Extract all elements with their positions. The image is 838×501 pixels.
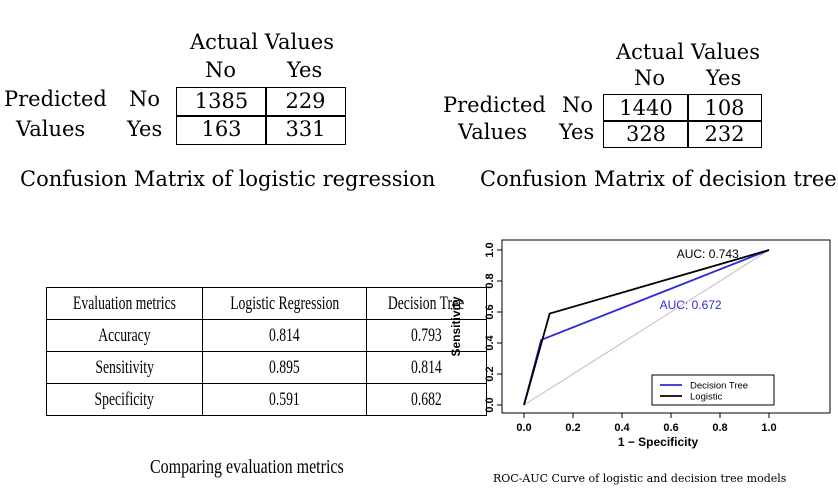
- x-tick-label: 1.0: [761, 422, 776, 434]
- cell-fp: 328: [603, 120, 689, 148]
- col-no-label: No: [634, 66, 666, 90]
- reference-diagonal-line: [523, 249, 770, 406]
- caption-confusion-logistic: Confusion Matrix of logistic regression: [20, 167, 436, 191]
- roc-series-line: [523, 249, 770, 406]
- values-label: Values: [458, 120, 528, 144]
- cell-fp: 163: [176, 115, 267, 145]
- value-cell: 0.814: [201, 319, 368, 352]
- cell-fn: 229: [265, 87, 346, 117]
- legend-label: Decision Tree: [690, 381, 748, 392]
- value-cell: 0.591: [201, 383, 368, 416]
- evaluation-metrics-table: Evaluation metrics Logistic Regression D…: [46, 287, 487, 416]
- y-tick-label: 0.0: [484, 397, 496, 412]
- table-header-row: Evaluation metrics Logistic Regression D…: [46, 287, 487, 320]
- cell-tp: 232: [687, 120, 762, 148]
- col-yes-label: Yes: [287, 58, 323, 82]
- table-row: Accuracy 0.814 0.793: [46, 319, 487, 352]
- auc-annotation: AUC: 0.743: [677, 247, 739, 261]
- table-row: Specificity 0.591 0.682: [46, 383, 487, 416]
- value-cell: 0.682: [366, 383, 487, 416]
- plot-frame: [501, 239, 831, 414]
- caption-metrics: Comparing evaluation metrics: [150, 456, 344, 478]
- value-cell: 0.814: [366, 351, 487, 384]
- col-no-label: No: [205, 58, 237, 82]
- cell-tn: 1385: [176, 87, 267, 117]
- x-axis-label: 1 − Specificity: [618, 435, 699, 449]
- y-tick-label: 0.6: [484, 304, 496, 319]
- legend-label: Logistic: [690, 392, 722, 403]
- y-axis-label: Sensitivity: [449, 296, 463, 356]
- row-no-label: No: [129, 87, 161, 111]
- x-tick-label: 0.8: [712, 422, 727, 434]
- y-tick-label: 0.8: [484, 273, 496, 288]
- y-tick-label: 1.0: [484, 242, 496, 257]
- metric-name-cell: Specificity: [46, 383, 203, 416]
- legend-box: [651, 374, 775, 406]
- predicted-label: Predicted: [443, 93, 546, 117]
- x-tick-label: 0.4: [614, 422, 630, 434]
- header-cell: Decision Tree: [366, 287, 487, 320]
- metric-name-cell: Sensitivity: [46, 351, 203, 384]
- y-tick-label: 0.2: [484, 366, 496, 381]
- row-yes-label: Yes: [127, 117, 163, 141]
- values-label: Values: [16, 117, 86, 141]
- actual-values-header: Actual Values: [190, 30, 335, 54]
- value-cell: 0.895: [201, 351, 368, 384]
- x-tick-label: 0.2: [565, 422, 580, 434]
- actual-values-header: Actual Values: [616, 40, 761, 64]
- col-yes-label: Yes: [706, 66, 742, 90]
- header-cell: Logistic Regression: [201, 287, 368, 320]
- table-row: Sensitivity 0.895 0.814: [46, 351, 487, 384]
- cell-fn: 108: [687, 94, 762, 122]
- metric-name-cell: Accuracy: [46, 319, 203, 352]
- cell-tn: 1440: [603, 94, 689, 122]
- x-tick-label: 0.6: [663, 422, 678, 434]
- auc-annotation: AUC: 0.672: [660, 298, 722, 312]
- header-cell: Evaluation metrics: [46, 287, 203, 320]
- x-tick-label: 0.0: [516, 422, 531, 434]
- caption-roc: ROC-AUC Curve of logistic and decision t…: [493, 472, 787, 485]
- cell-tp: 331: [265, 115, 346, 145]
- y-tick-label: 0.4: [484, 334, 496, 350]
- roc-auc-chart: 0.0 0.2 0.4 0.6 0.8 1.0 0.0 0.2 0.4 0.6 0.8 1.0 1 − …: [449, 239, 831, 449]
- row-no-label: No: [562, 93, 594, 117]
- predicted-label: Predicted: [4, 87, 107, 111]
- row-yes-label: Yes: [559, 120, 595, 144]
- caption-confusion-tree: Confusion Matrix of decision trees: [480, 167, 838, 191]
